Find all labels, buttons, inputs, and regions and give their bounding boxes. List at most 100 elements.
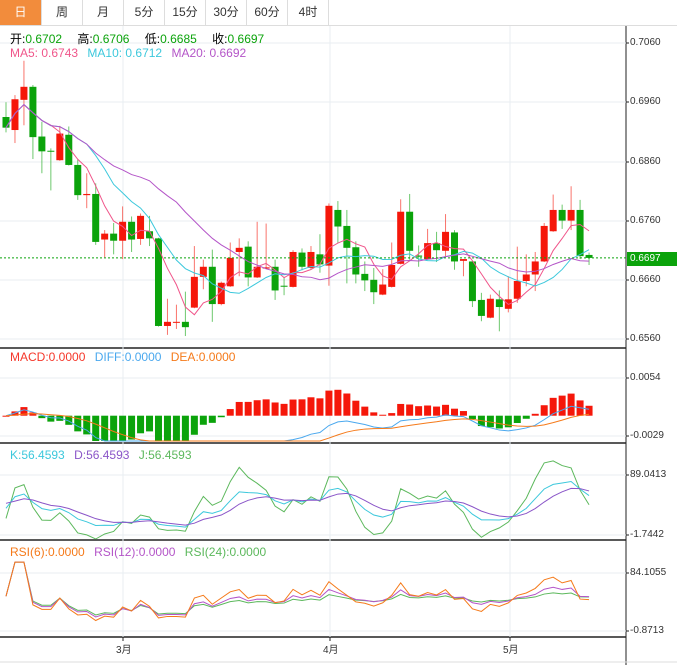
candle-down	[2, 117, 10, 128]
candle-down	[576, 209, 584, 257]
candle-up	[522, 274, 530, 281]
rsi-legend: RSI(6):0.0000 RSI(12):0.0000 RSI(24):0.0…	[10, 545, 272, 559]
low-label: 低:	[144, 32, 161, 46]
macd-bar	[280, 403, 288, 416]
macd-bar	[38, 415, 46, 419]
candle-up	[549, 209, 557, 232]
candle-up	[83, 193, 91, 196]
candle-down	[406, 211, 414, 251]
candle-down	[451, 232, 458, 262]
candle-down	[433, 243, 441, 251]
candle-up	[226, 257, 234, 287]
candle-up	[56, 133, 64, 161]
x-label-march: 3月	[116, 645, 132, 656]
x-label-april: 4月	[323, 645, 339, 656]
period-tabs: 日周月 5分 15分 30分 60分 4时	[0, 0, 677, 26]
kdj-tick: -1.7442	[630, 529, 664, 540]
high-label: 高:	[77, 32, 93, 46]
ma5-line	[5, 103, 590, 316]
rsi-tick: 84.1055	[630, 567, 667, 578]
candle-down	[558, 209, 566, 221]
macd-bar	[271, 402, 279, 416]
candle-down	[38, 136, 46, 152]
macd-bar	[513, 415, 521, 424]
candle-up	[217, 282, 225, 305]
macd-bar	[486, 415, 494, 428]
d-value: D:56.4593	[74, 448, 130, 462]
macd-bar	[20, 407, 28, 416]
macd-bar	[181, 415, 189, 441]
candle-up	[567, 209, 575, 221]
macd-bar	[2, 415, 10, 417]
x-label-may: 5月	[503, 645, 519, 656]
price-tick: 0.6560	[630, 333, 661, 344]
candle-up	[540, 225, 548, 262]
macd-bar	[119, 415, 127, 441]
d-line	[5, 487, 590, 526]
macd-bar	[549, 397, 557, 416]
dea-line	[5, 413, 590, 442]
candle-down	[352, 247, 360, 275]
macd-bar	[11, 411, 19, 416]
candle-down	[29, 86, 37, 138]
tab-4[interactable]: 15分	[165, 0, 206, 25]
k-value: K:56.4593	[10, 448, 65, 462]
macd-bar	[65, 415, 73, 425]
candle-down	[334, 209, 342, 227]
macd-bar	[424, 405, 432, 416]
candle-down	[146, 231, 154, 239]
macd-bar	[289, 399, 297, 416]
candle-down	[361, 273, 369, 281]
candle-up	[379, 284, 387, 295]
candle-up	[307, 251, 315, 268]
candle-down	[128, 221, 136, 240]
candle-up	[262, 267, 270, 269]
open-value: 0.6702	[25, 32, 63, 46]
low-value: 0.6685	[160, 32, 197, 46]
rsi-tick: -0.8713	[630, 625, 664, 636]
candle-up	[101, 233, 109, 240]
rsi24-line	[5, 561, 590, 616]
macd-bar	[208, 415, 216, 423]
candle-down	[370, 279, 378, 293]
ohlc-legend: 开:0.6702 高:0.6706 低:0.6685 收:0.6697	[10, 30, 276, 47]
price-tick: 0.6760	[630, 215, 661, 226]
macd-bar	[558, 395, 566, 416]
macd-bar	[199, 415, 207, 425]
rsi6-value: RSI(6):0.0000	[10, 545, 85, 559]
candle-down	[316, 254, 324, 265]
candle-up	[325, 205, 333, 266]
macd-bar	[522, 415, 530, 419]
ma5-value: MA5: 0.6743	[10, 46, 79, 60]
macd-bar	[442, 404, 450, 416]
macd-bar	[307, 397, 315, 416]
tab-2[interactable]: 月	[83, 0, 124, 25]
macd-bar	[190, 415, 198, 435]
candle-up	[442, 231, 450, 251]
tab-1[interactable]: 周	[42, 0, 83, 25]
ma10-line	[5, 103, 590, 294]
ma10-value: MA10: 0.6712	[87, 46, 163, 60]
current-price-label: 0.6697	[627, 252, 677, 266]
macd-bar	[137, 415, 145, 434]
macd-bar	[325, 390, 333, 416]
macd-bar	[433, 406, 441, 416]
candle-up	[235, 247, 243, 252]
tab-6[interactable]: 60分	[247, 0, 288, 25]
close-value: 0.6697	[227, 32, 265, 46]
macd-bar	[244, 401, 252, 416]
tab-0[interactable]: 日	[0, 0, 42, 25]
kdj-legend: K:56.4593 D:56.4593 J:56.4593	[10, 448, 198, 462]
candle-up	[486, 298, 494, 318]
candle-down	[92, 193, 100, 242]
tab-5[interactable]: 30分	[206, 0, 247, 25]
diff-value: DIFF:0.0000	[94, 350, 162, 364]
macd-bar	[540, 405, 548, 416]
tab-3[interactable]: 5分	[124, 0, 165, 25]
tab-7[interactable]: 4时	[288, 0, 329, 25]
macd-bar	[83, 415, 91, 435]
kdj-tick: 89.0413	[630, 469, 667, 480]
candle-down	[271, 266, 279, 291]
rsi12-value: RSI(12):0.0000	[94, 545, 176, 559]
